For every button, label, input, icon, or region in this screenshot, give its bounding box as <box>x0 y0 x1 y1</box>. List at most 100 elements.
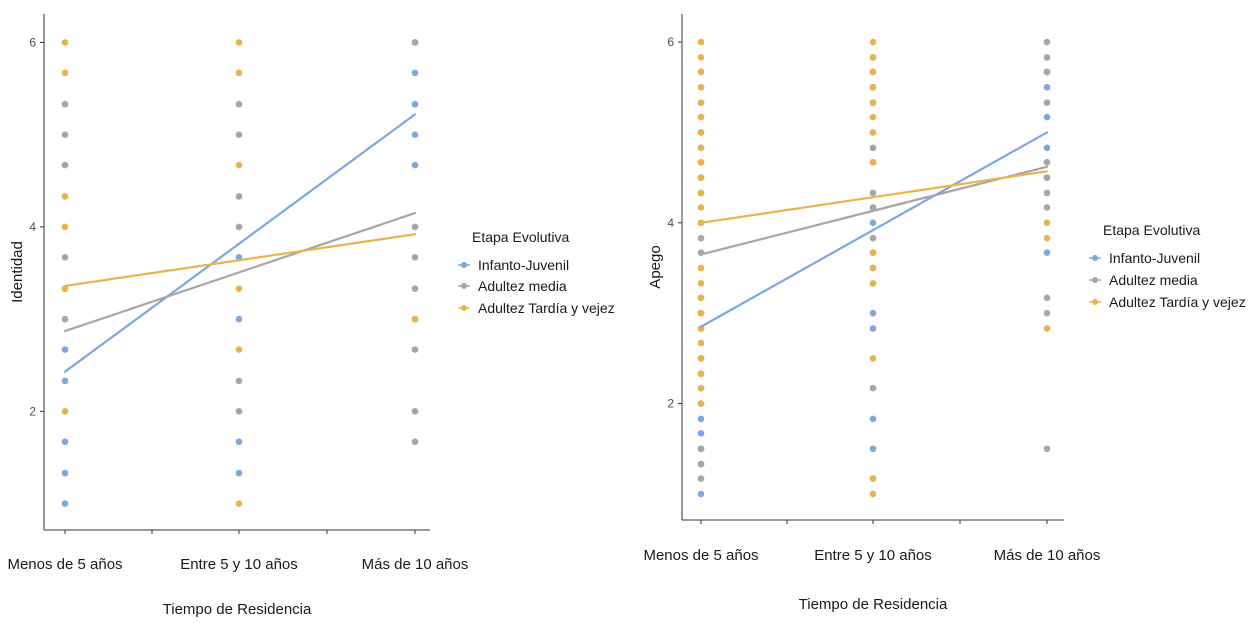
data-point-2 <box>697 158 705 166</box>
data-point-0 <box>869 309 877 317</box>
data-point-1 <box>235 408 243 415</box>
data-point-1 <box>1043 445 1051 453</box>
data-point-0 <box>411 161 419 169</box>
x-category-label: Menos de 5 años <box>643 547 758 564</box>
data-point-1 <box>235 131 243 138</box>
data-point-2 <box>235 39 243 46</box>
legend-key-dot <box>461 262 467 268</box>
data-point-0 <box>235 438 243 446</box>
data-point-1 <box>61 254 69 261</box>
trend-line-2 <box>699 170 1049 224</box>
data-point-1 <box>411 346 419 353</box>
data-point-2 <box>235 69 243 77</box>
data-point-2 <box>61 408 69 415</box>
data-point-2 <box>869 129 877 136</box>
data-point-2 <box>697 400 705 407</box>
data-point-2 <box>697 83 705 91</box>
data-point-2 <box>697 280 705 287</box>
x-category-label: Más de 10 años <box>994 547 1101 564</box>
data-point-2 <box>697 189 705 197</box>
data-point-2 <box>697 144 705 152</box>
trend-line-0 <box>699 131 1049 328</box>
data-point-1 <box>1043 189 1051 197</box>
data-point-2 <box>235 500 243 507</box>
data-point-1 <box>1043 204 1051 211</box>
data-point-2 <box>869 249 877 256</box>
data-point-0 <box>869 445 877 453</box>
data-point-2 <box>869 264 877 272</box>
data-point-1 <box>1043 174 1051 181</box>
y-axis-title: Apego <box>647 245 664 288</box>
data-point-1 <box>1043 38 1051 46</box>
trend-line-0 <box>63 113 417 373</box>
data-point-0 <box>235 469 243 477</box>
data-point-0 <box>61 500 69 507</box>
data-point-1 <box>235 377 243 385</box>
data-point-2 <box>1043 234 1051 242</box>
y-tick-label: 6 <box>667 35 674 49</box>
data-point-2 <box>61 193 69 200</box>
y-tick-label: 2 <box>29 404 36 418</box>
x-category-label: Entre 5 y 10 años <box>814 547 932 564</box>
data-point-1 <box>411 408 419 415</box>
data-point-0 <box>697 415 705 423</box>
data-point-2 <box>869 355 877 362</box>
data-point-1 <box>61 161 69 169</box>
data-point-0 <box>61 469 69 477</box>
data-point-2 <box>1043 219 1051 227</box>
data-point-1 <box>61 315 69 323</box>
data-point-1 <box>869 144 877 152</box>
data-point-1 <box>697 460 705 468</box>
legend-entry-label: Adultez Tardía y vejez <box>478 300 615 316</box>
data-point-1 <box>1043 68 1051 76</box>
data-point-0 <box>411 69 419 77</box>
y-axis-title: Identidad <box>9 241 26 303</box>
data-point-2 <box>869 38 877 46</box>
data-point-2 <box>61 39 69 46</box>
data-point-0 <box>869 325 877 332</box>
data-point-1 <box>61 131 69 138</box>
legend-key-dot <box>1092 277 1098 283</box>
data-point-2 <box>869 99 877 106</box>
data-point-0 <box>235 315 243 323</box>
trend-line-1 <box>63 211 417 333</box>
data-point-2 <box>235 346 243 353</box>
x-axis-title: Tiempo de Residencia <box>163 601 312 618</box>
data-point-1 <box>697 234 705 242</box>
y-tick-label: 4 <box>667 216 674 230</box>
data-point-1 <box>697 475 705 482</box>
data-point-2 <box>697 384 705 392</box>
legend-entry-label: Adultez media <box>1109 272 1198 288</box>
data-point-2 <box>61 223 69 231</box>
data-point-2 <box>697 309 705 317</box>
y-tick-label: 6 <box>29 35 36 49</box>
data-point-2 <box>869 83 877 91</box>
data-point-0 <box>411 131 419 138</box>
legend-title: Etapa Evolutiva <box>1103 222 1200 238</box>
data-point-1 <box>869 189 877 197</box>
data-point-2 <box>697 370 705 378</box>
legend-key-dot <box>461 283 467 289</box>
data-point-1 <box>235 193 243 200</box>
x-axis-title: Tiempo de Residencia <box>799 596 948 613</box>
identidad-panel: 2 4 6 Menos de 5 años Entre 5 y 10 años Más d… <box>7 14 615 618</box>
x-category-label: Entre 5 y 10 años <box>180 556 298 573</box>
data-point-1 <box>411 285 419 292</box>
data-point-2 <box>697 204 705 211</box>
data-point-1 <box>1043 294 1051 302</box>
data-point-0 <box>61 438 69 446</box>
data-point-2 <box>697 99 705 106</box>
data-point-0 <box>697 430 705 437</box>
x-category-label: Menos de 5 años <box>7 556 122 573</box>
data-point-0 <box>1043 83 1051 91</box>
data-point-0 <box>1043 113 1051 121</box>
data-point-2 <box>61 285 69 292</box>
legend-key-dot <box>1092 299 1098 305</box>
data-point-1 <box>61 100 69 108</box>
data-point-2 <box>697 264 705 272</box>
data-point-2 <box>869 113 877 121</box>
legend-entry-label: Adultez media <box>478 278 567 294</box>
data-point-0 <box>61 346 69 353</box>
data-point-2 <box>697 68 705 76</box>
